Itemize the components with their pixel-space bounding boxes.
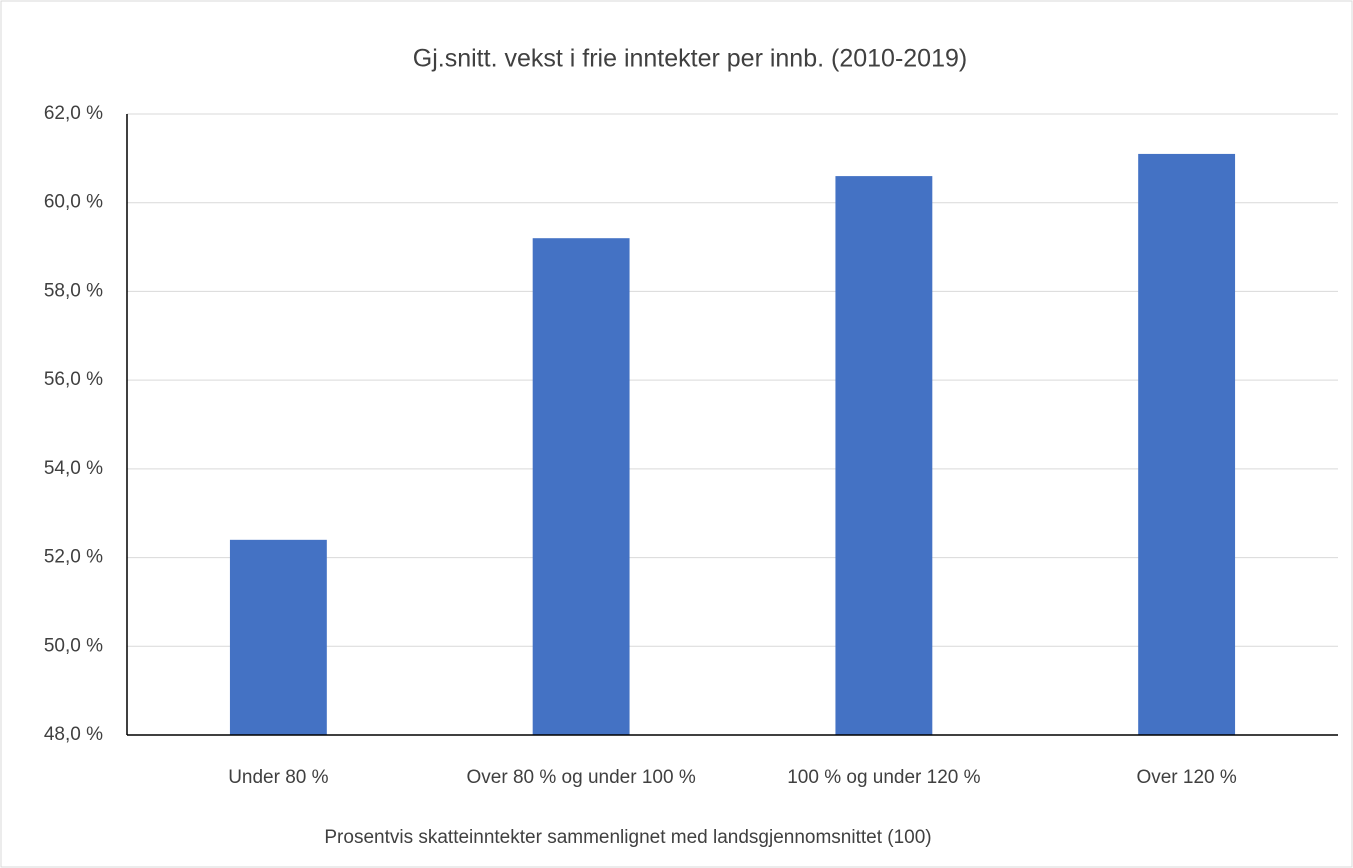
bar [229, 539, 327, 735]
y-tick-label: 58,0 % [44, 280, 103, 301]
bar [835, 176, 933, 736]
x-tick-label: Over 120 % [1136, 767, 1236, 788]
y-tick-label: 48,0 % [44, 724, 103, 745]
bar [532, 238, 630, 735]
y-tick-label: 54,0 % [44, 458, 103, 479]
chart-title: Gj.snitt. vekst i frie inntekter per inn… [413, 45, 967, 73]
bar [1138, 153, 1236, 735]
y-tick-label: 50,0 % [44, 635, 103, 656]
y-tick-label: 52,0 % [44, 547, 103, 568]
x-tick-label: Over 80 % og under 100 % [467, 767, 696, 788]
x-tick-label: 100 % og under 120 % [787, 767, 980, 788]
x-axis-title: Prosentvis skatteinntekter sammenlignet … [324, 827, 931, 848]
x-tick-label: Under 80 % [228, 767, 328, 788]
y-tick-label: 56,0 % [44, 369, 103, 390]
y-tick-label: 60,0 % [44, 192, 103, 213]
y-tick-label: 62,0 % [44, 103, 103, 124]
